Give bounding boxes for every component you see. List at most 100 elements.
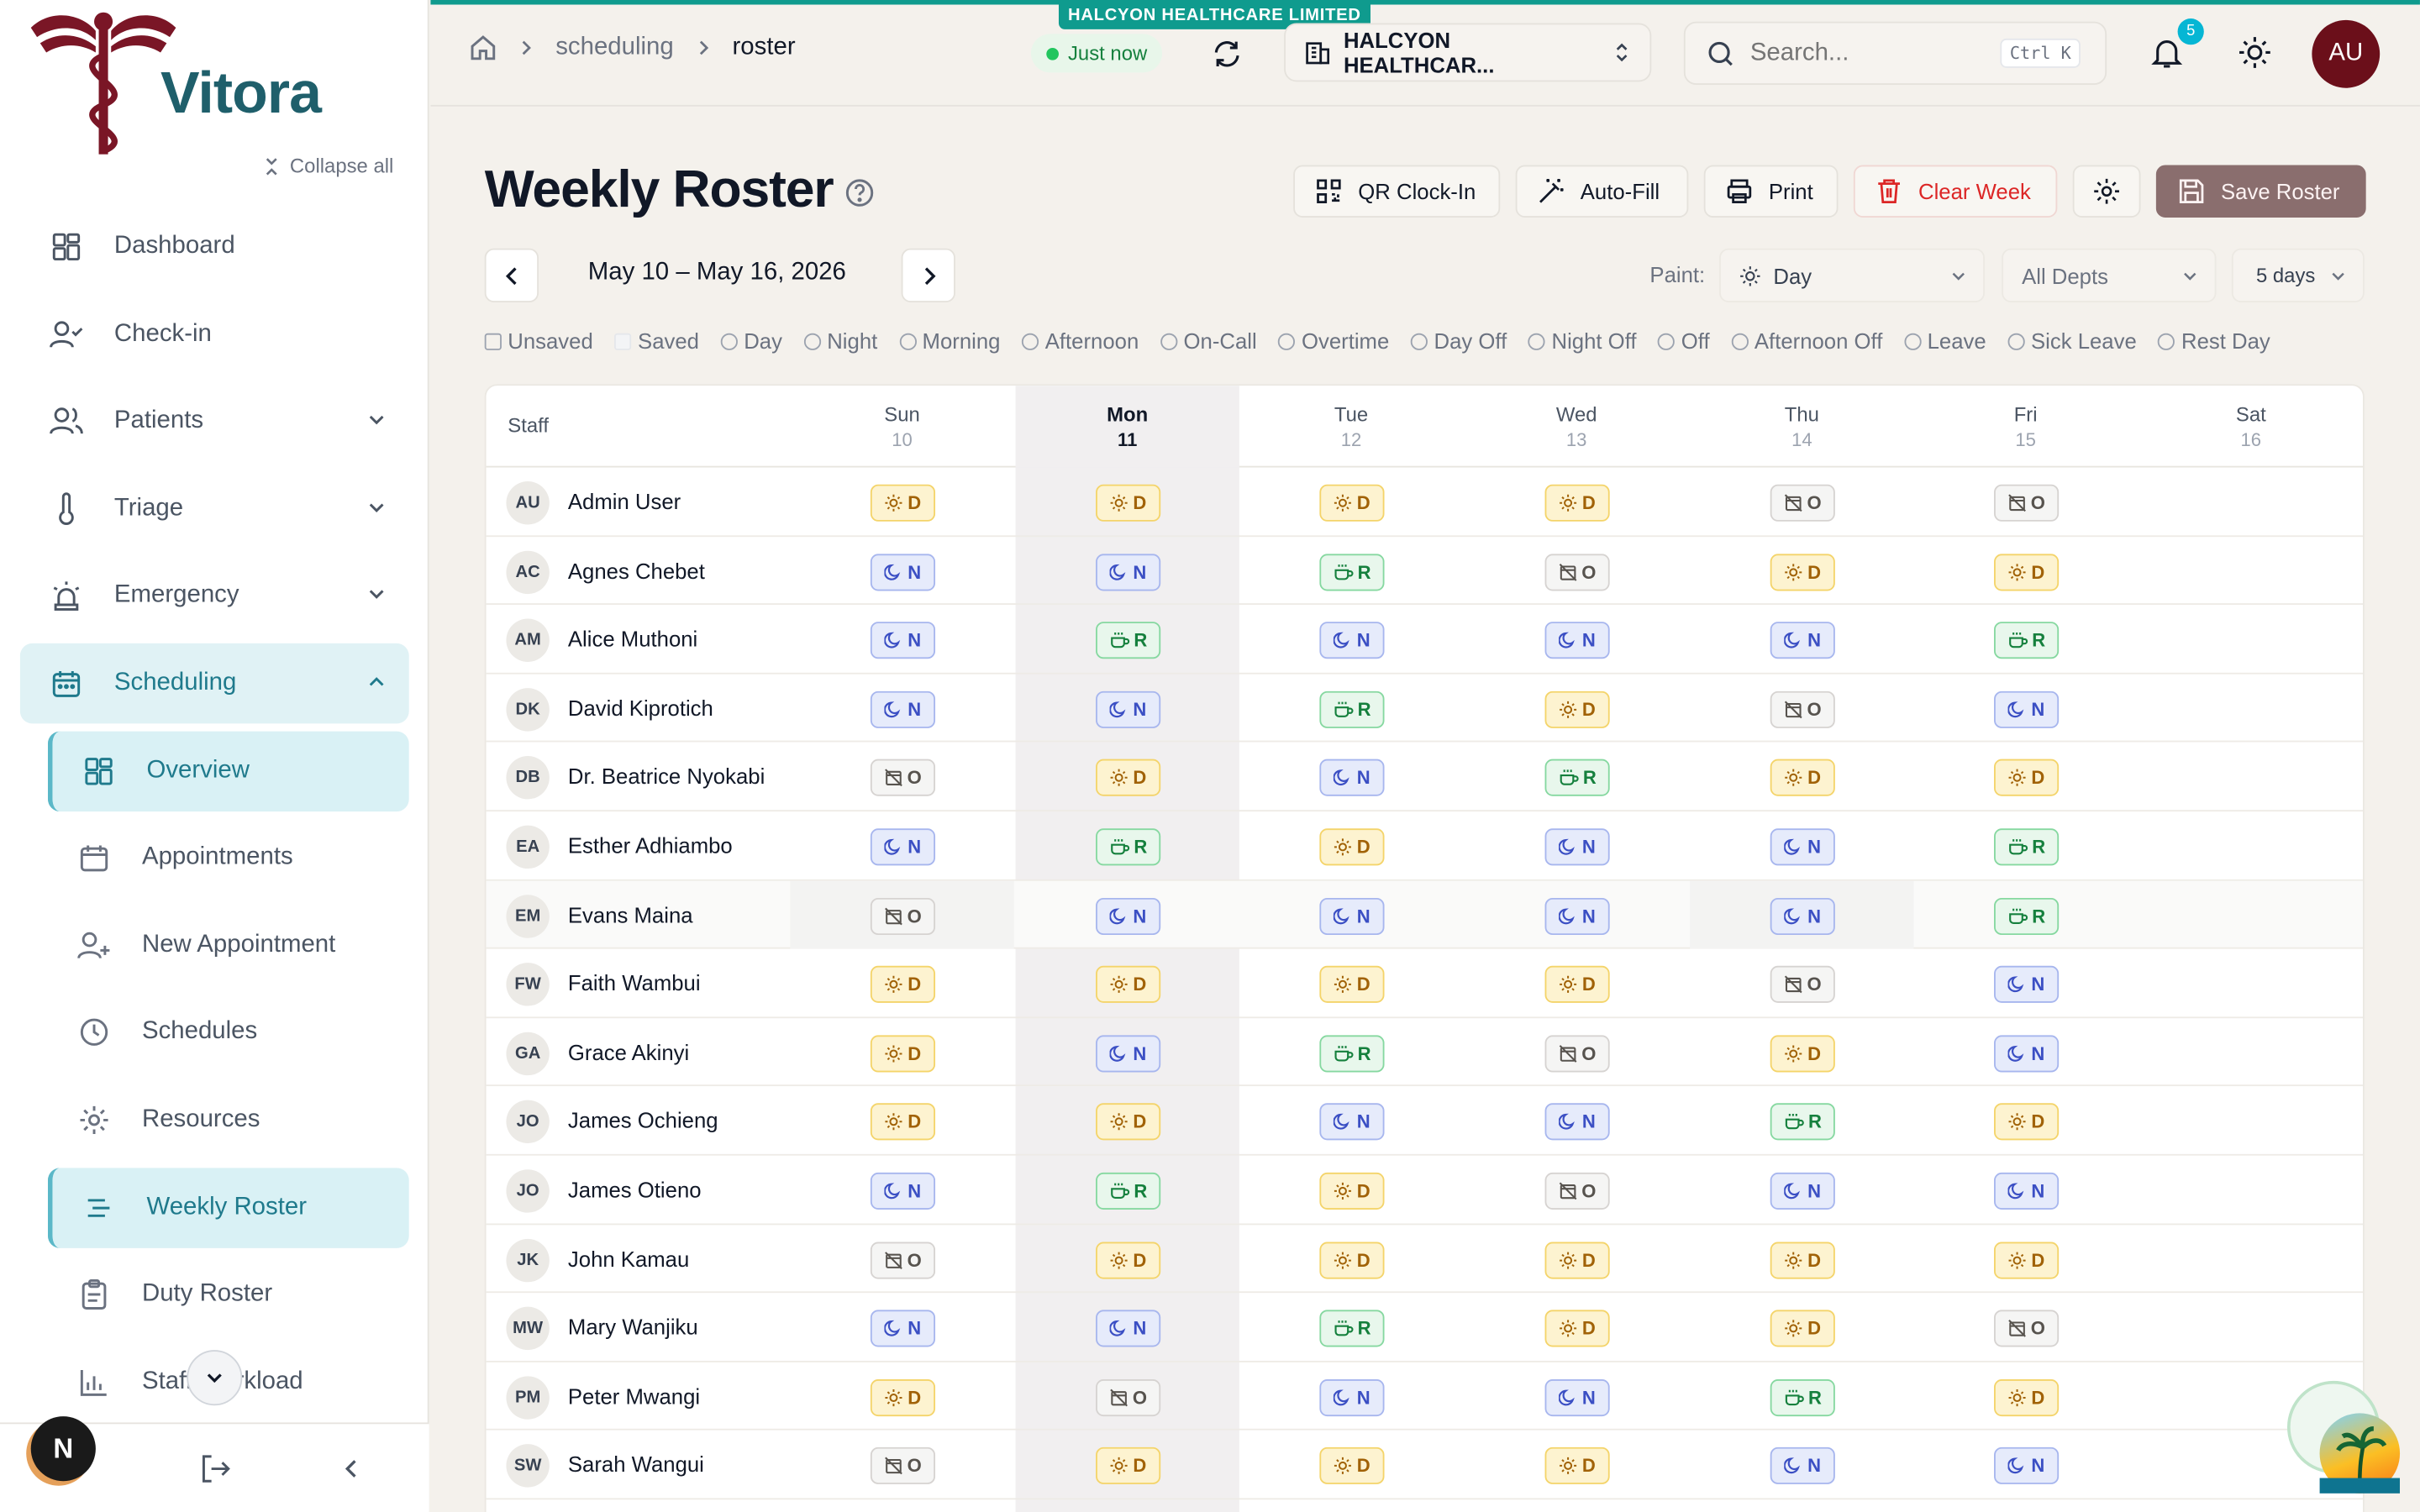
shift-chip[interactable]: D — [1544, 1447, 1610, 1485]
shift-chip[interactable]: O — [870, 1241, 936, 1278]
shift-chip[interactable]: D — [870, 1035, 936, 1073]
shift-chip[interactable]: D — [1096, 1241, 1161, 1278]
shift-chip[interactable]: D — [1096, 1103, 1161, 1142]
shift-chip[interactable]: N — [870, 828, 936, 866]
shift-chip[interactable]: N — [1994, 966, 2060, 1004]
shift-chip[interactable]: O — [1994, 1310, 2060, 1347]
search-input[interactable] — [1749, 39, 1982, 67]
roster-settings-button[interactable] — [2072, 165, 2141, 218]
shift-chip[interactable]: D — [1544, 1241, 1610, 1278]
shift-chip[interactable]: N — [1319, 1378, 1385, 1416]
shift-chip[interactable]: D — [1319, 1447, 1385, 1485]
department-select[interactable]: All Depts — [2002, 248, 2217, 302]
shift-chip[interactable]: D — [1544, 1310, 1610, 1347]
shift-chip[interactable]: D — [1994, 1103, 2060, 1142]
shift-chip[interactable]: D — [1994, 759, 2060, 797]
shift-chip[interactable]: D — [1319, 828, 1385, 866]
shift-chip[interactable]: O — [1096, 1378, 1161, 1416]
brand-logo[interactable]: Vitora — [18, 0, 343, 160]
sidebar-item-weekly-roster[interactable]: Weekly Roster — [47, 1167, 409, 1248]
scroll-down-button[interactable] — [187, 1350, 243, 1406]
shift-chip[interactable]: N — [870, 1310, 936, 1347]
shift-chip[interactable]: N — [870, 622, 936, 659]
shift-chip[interactable]: N — [1544, 1103, 1610, 1142]
shift-chip[interactable]: O — [1544, 1172, 1610, 1210]
shift-chip[interactable]: R — [1994, 897, 2060, 935]
search-box[interactable]: Ctrl K — [1683, 21, 2107, 86]
logout-icon[interactable] — [197, 1452, 231, 1485]
shift-chip[interactable]: O — [1770, 484, 1835, 522]
shift-chip[interactable]: D — [870, 1378, 936, 1416]
shift-chip[interactable]: N — [870, 553, 936, 591]
shift-chip[interactable]: O — [870, 759, 936, 797]
shift-chip[interactable]: D — [1770, 1035, 1835, 1073]
shift-chip[interactable]: O — [1770, 690, 1835, 728]
shift-chip[interactable]: N — [1096, 690, 1161, 728]
shift-chip[interactable]: N — [1319, 1103, 1385, 1142]
shift-chip[interactable]: D — [1994, 553, 2060, 591]
sidebar-item-check-in[interactable]: Check-in — [20, 294, 409, 375]
shift-chip[interactable]: D — [1096, 1447, 1161, 1485]
shift-chip[interactable]: R — [1544, 759, 1610, 797]
shift-chip[interactable]: N — [1994, 1172, 2060, 1210]
shift-chip[interactable]: R — [1319, 1310, 1385, 1347]
shift-chip[interactable]: N — [1544, 897, 1610, 935]
shift-chip[interactable]: R — [1994, 622, 2060, 659]
shift-chip[interactable]: N — [1319, 622, 1385, 659]
shift-chip[interactable]: D — [1544, 484, 1610, 522]
shift-chip[interactable]: O — [1544, 1035, 1610, 1073]
shift-chip[interactable]: R — [1096, 622, 1161, 659]
help-circle-icon[interactable] — [844, 177, 876, 208]
clear-week-button[interactable]: Clear Week — [1853, 165, 2058, 218]
shift-chip[interactable]: D — [1770, 553, 1835, 591]
shift-chip[interactable]: R — [1096, 1172, 1161, 1210]
shift-chip[interactable]: N — [1544, 1378, 1610, 1416]
user-initial-badge[interactable]: N — [30, 1416, 96, 1482]
previous-week-button[interactable] — [484, 248, 539, 302]
sidebar-item-patients[interactable]: Patients — [20, 381, 409, 462]
breadcrumb-scheduling[interactable]: scheduling — [555, 34, 674, 60]
shift-chip[interactable]: R — [1994, 828, 2060, 866]
shift-chip[interactable]: D — [870, 484, 936, 522]
sidebar-item-duty-roster[interactable]: Duty Roster — [48, 1254, 409, 1335]
shift-chip[interactable]: N — [1994, 1447, 2060, 1485]
user-avatar[interactable]: AU — [2312, 19, 2381, 88]
shift-chip[interactable]: O — [1994, 484, 2060, 522]
shift-chip[interactable]: R — [1096, 828, 1161, 866]
shift-chip[interactable]: D — [1544, 966, 1610, 1004]
print-button[interactable]: Print — [1703, 165, 1839, 218]
shift-chip[interactable]: N — [1770, 622, 1835, 659]
next-week-button[interactable] — [901, 248, 955, 302]
shift-chip[interactable]: N — [1770, 1447, 1835, 1485]
shift-chip[interactable]: N — [1544, 828, 1610, 866]
shift-chip[interactable]: O — [1770, 966, 1835, 1004]
shift-chip[interactable]: R — [1319, 690, 1385, 728]
shift-chip[interactable]: N — [1096, 1035, 1161, 1073]
sidebar-item-overview[interactable]: Overview — [47, 730, 409, 811]
shift-chip[interactable]: D — [1096, 759, 1161, 797]
auto-fill-button[interactable]: Auto-Fill — [1515, 165, 1689, 218]
sidebar-item-schedules[interactable]: Schedules — [48, 993, 409, 1074]
sun-icon[interactable] — [2238, 35, 2271, 69]
shift-chip[interactable]: R — [1319, 553, 1385, 591]
shift-chip[interactable]: N — [1994, 1035, 2060, 1073]
days-select[interactable]: 5 days — [2231, 248, 2365, 302]
shift-chip[interactable]: N — [870, 1172, 936, 1210]
shift-chip[interactable]: D — [1770, 1241, 1835, 1278]
sidebar-item-emergency[interactable]: Emergency — [20, 556, 409, 637]
shift-chip[interactable]: D — [1319, 1172, 1385, 1210]
shift-chip[interactable]: N — [1096, 553, 1161, 591]
shift-chip[interactable]: N — [1994, 690, 2060, 728]
home-icon[interactable] — [469, 34, 497, 61]
shift-chip[interactable]: D — [1319, 1241, 1385, 1278]
shift-chip[interactable]: D — [1096, 966, 1161, 1004]
chevron-left-icon[interactable] — [339, 1457, 364, 1481]
organization-select[interactable]: HALCYON HEALTHCAR... — [1284, 23, 1652, 82]
shift-chip[interactable]: D — [1994, 1378, 2060, 1416]
shift-chip[interactable]: N — [1544, 622, 1610, 659]
shift-chip[interactable]: D — [1994, 1241, 2060, 1278]
shift-chip[interactable]: D — [1096, 484, 1161, 522]
qr-clock-in-button[interactable]: QR Clock-In — [1293, 165, 1501, 218]
shift-chip[interactable]: R — [1770, 1378, 1835, 1416]
shift-chip[interactable]: N — [1770, 1172, 1835, 1210]
